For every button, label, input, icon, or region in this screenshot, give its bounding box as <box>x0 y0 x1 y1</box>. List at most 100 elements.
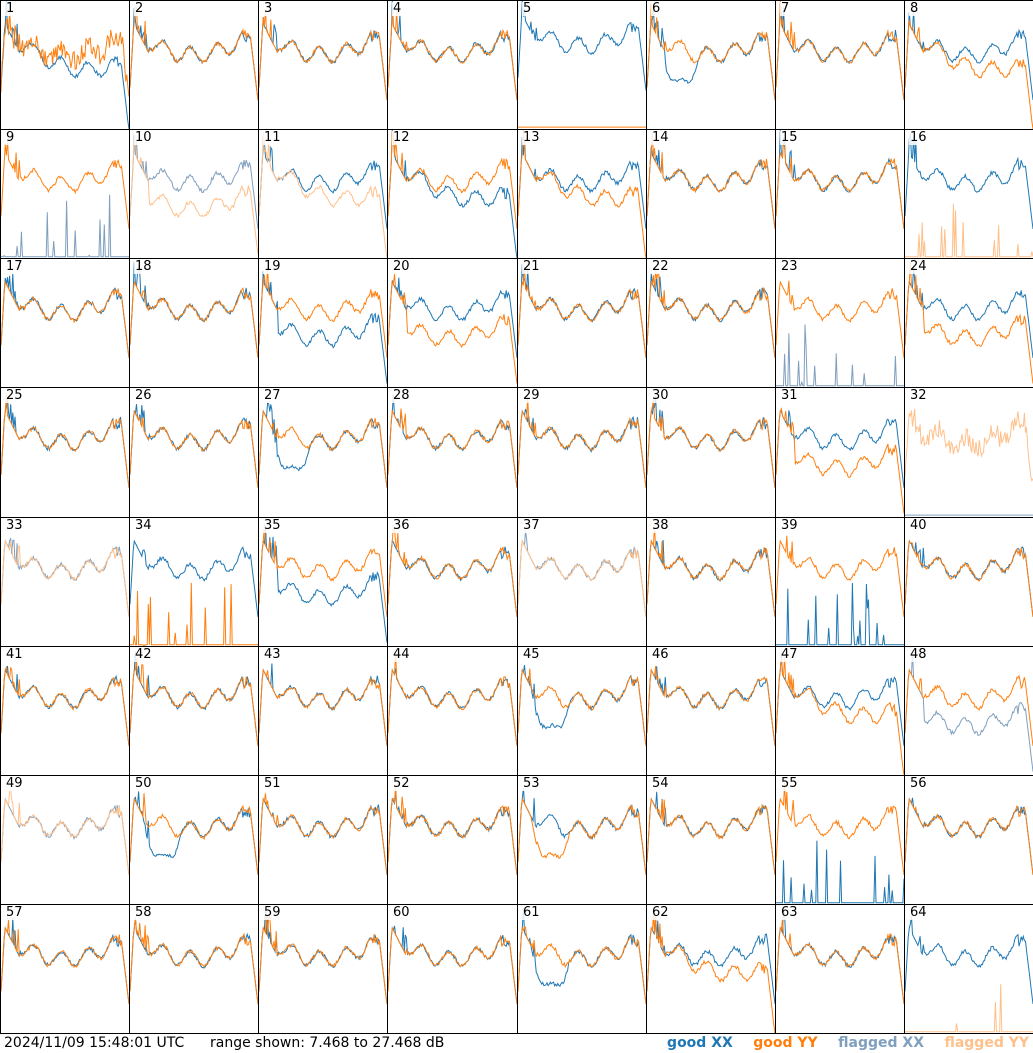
tile-number: 24 <box>909 259 928 274</box>
tile-number: 53 <box>522 776 541 791</box>
tile-number: 35 <box>263 518 282 533</box>
tile-plot <box>518 261 646 359</box>
tile-number: 57 <box>5 905 24 920</box>
series-yy-line <box>905 409 1033 483</box>
tile-32: 32 <box>904 387 1033 518</box>
series-yy-line <box>1 787 129 876</box>
tile-55: 55 <box>775 775 905 905</box>
tile-plot <box>388 1 517 101</box>
series-yy-line <box>905 261 1033 384</box>
tile-number: 62 <box>651 905 670 920</box>
series-yy-line <box>905 539 1033 618</box>
series-yy-line <box>388 408 517 488</box>
series-xx-line <box>905 9 1033 101</box>
series-xx-line <box>518 1 646 91</box>
series-yy-line <box>130 582 258 646</box>
tile-plot <box>130 651 258 747</box>
tile-plot <box>130 917 258 1005</box>
series-xx-line <box>259 140 387 230</box>
tile-plot <box>259 135 387 258</box>
series-yy-line <box>518 797 646 876</box>
tile-plot <box>518 907 646 1005</box>
series-yy-line <box>776 142 904 230</box>
series-yy-line <box>259 911 387 1005</box>
tile-29: 29 <box>517 387 647 518</box>
series-yy-line <box>388 130 517 230</box>
legend: good XX good YY flagged XX flagged YY <box>651 1033 1029 1053</box>
series-yy-line <box>905 797 1033 876</box>
tile-number: 49 <box>5 776 24 791</box>
tile-number: 8 <box>909 1 920 16</box>
tile-37: 37 <box>517 517 647 647</box>
tile-number: 44 <box>392 647 411 662</box>
series-xx-line <box>776 840 904 904</box>
legend-good-yy: good YY <box>753 1035 818 1051</box>
legend-flagged-xx: flagged XX <box>838 1035 924 1051</box>
series-xx-line <box>388 668 517 747</box>
tile-49: 49 <box>0 775 130 905</box>
series-xx-line <box>518 408 646 488</box>
tile-plot <box>1 1 129 129</box>
tile-plot <box>259 10 387 101</box>
series-xx-line <box>518 907 646 1005</box>
series-xx-line <box>130 261 258 359</box>
tile-plot <box>1 139 129 258</box>
tile-plot <box>130 261 258 359</box>
series-yy-line <box>905 19 1033 129</box>
series-yy-line <box>518 396 646 488</box>
tile-60: 60 <box>387 904 518 1034</box>
tile-57: 57 <box>0 904 130 1034</box>
tile-number: 4 <box>392 1 403 16</box>
tile-26: 26 <box>129 387 259 518</box>
series-yy-line <box>388 525 517 618</box>
tile-11: 11 <box>258 129 388 259</box>
series-yy-line <box>130 136 258 255</box>
tile-59: 59 <box>258 904 388 1034</box>
tile-plot <box>647 913 775 1033</box>
series-xx-line <box>1 1 129 129</box>
series-xx-line <box>647 539 775 618</box>
series-yy-line <box>776 1 904 101</box>
tile-number: 6 <box>651 1 662 16</box>
tile-plot <box>647 666 775 747</box>
series-yy-line <box>388 652 517 747</box>
tile-plot <box>905 539 1033 618</box>
tile-3: 3 <box>258 0 388 130</box>
tile-plot <box>647 3 775 101</box>
tile-plot <box>905 409 1033 516</box>
series-xx-line <box>1 917 129 1005</box>
series-xx-line <box>1 538 129 618</box>
tile-plot <box>776 130 904 230</box>
series-yy-line <box>647 133 775 230</box>
tile-17: 17 <box>0 258 130 388</box>
tile-1: 1 <box>0 0 130 130</box>
tile-38: 38 <box>646 517 776 647</box>
tile-21: 21 <box>517 258 647 388</box>
tile-number: 15 <box>780 130 799 145</box>
timestamp: 2024/11/09 15:48:01 UTC <box>4 1035 185 1051</box>
tile-35: 35 <box>258 517 388 647</box>
tile-43: 43 <box>258 646 388 776</box>
tile-number: 48 <box>909 647 928 662</box>
tile-number: 64 <box>909 905 928 920</box>
series-yy-line <box>518 130 646 258</box>
series-xx-line <box>518 137 646 230</box>
tile-4: 4 <box>387 0 518 130</box>
tile-plot <box>518 530 646 618</box>
tile-number: 13 <box>522 130 541 145</box>
series-xx-line <box>388 277 517 359</box>
series-xx-line <box>1 797 129 876</box>
series-xx-line <box>776 652 904 747</box>
series-yy-line <box>1 539 129 618</box>
series-yy-line <box>518 668 646 747</box>
tile-48: 48 <box>904 646 1033 776</box>
tile-plot <box>388 130 517 258</box>
series-xx-line <box>130 791 258 876</box>
tile-63: 63 <box>775 904 905 1034</box>
series-yy-line <box>647 399 775 488</box>
tile-7: 7 <box>775 0 905 130</box>
series-yy-line <box>130 917 258 1005</box>
series-yy-line <box>388 274 517 384</box>
series-xx-line <box>388 395 517 488</box>
tile-plot <box>388 274 517 384</box>
